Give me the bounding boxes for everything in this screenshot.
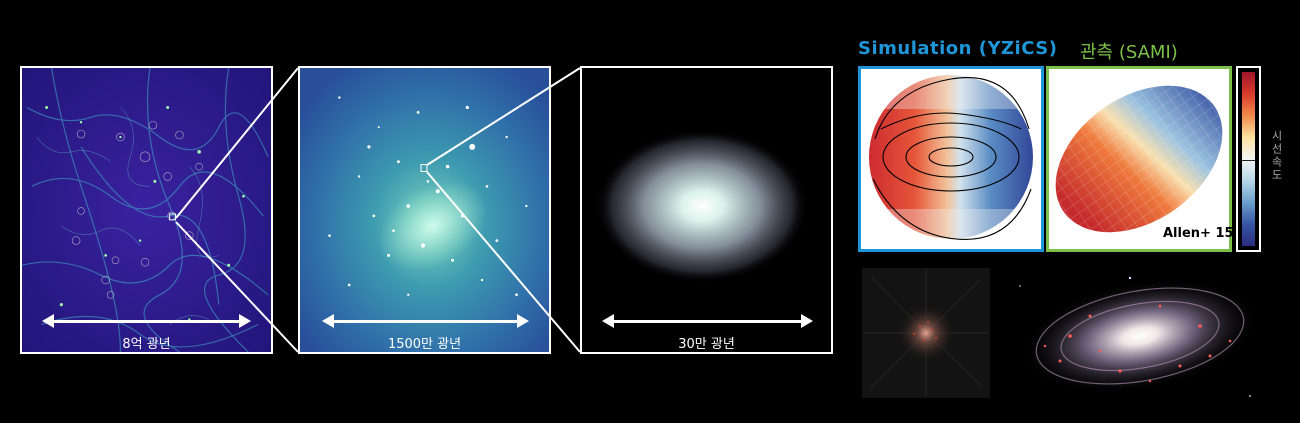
galaxy-panel: 30만 광년 xyxy=(580,66,833,354)
colorbar-gradient xyxy=(1242,72,1255,246)
scale-label-1: 8억 광년 xyxy=(122,337,171,352)
scale-bar-1: 8억 광년 xyxy=(22,314,271,352)
observed-galaxy-thumbnail xyxy=(1000,266,1265,416)
observed-galaxy-image xyxy=(1000,266,1265,416)
arrow-right-icon xyxy=(517,314,529,328)
cluster-panel: 1500만 광년 xyxy=(298,66,551,354)
scale-label-2: 1500만 광년 xyxy=(387,337,462,352)
arrow-right-icon xyxy=(801,314,813,328)
arrow-left-icon xyxy=(322,314,334,328)
simulated-galaxy-image xyxy=(862,268,990,398)
galaxy-image xyxy=(582,68,831,352)
scale-bar-2: 1500만 광년 xyxy=(300,314,549,352)
arrow-left-icon xyxy=(602,314,614,328)
observation-velocity-map xyxy=(1046,66,1232,252)
simulation-map-image xyxy=(861,69,1041,249)
simulated-galaxy-thumbnail xyxy=(862,268,990,398)
cosmic-web-panel: 8억 광년 xyxy=(20,66,273,354)
observation-title: 관측 (SAMI) xyxy=(1080,42,1178,63)
arrow-right-icon xyxy=(239,314,251,328)
scale-line xyxy=(332,320,519,323)
arrow-left-icon xyxy=(42,314,54,328)
observation-map-image xyxy=(1049,69,1229,249)
cluster-image xyxy=(300,68,549,352)
scale-label-3: 30만 광년 xyxy=(678,337,735,352)
simulation-title: Simulation (YZiCS) xyxy=(858,38,1058,59)
colorbar-label: 시선속도 xyxy=(1270,130,1283,182)
scale-line xyxy=(612,320,803,323)
colorbar-zero-tick xyxy=(1242,160,1255,161)
citation-label: Allen+ 15 xyxy=(1163,226,1234,241)
velocity-colorbar xyxy=(1236,66,1261,252)
scale-bar-3: 30만 광년 xyxy=(582,314,831,352)
cosmic-web-image xyxy=(22,68,271,352)
scale-line xyxy=(52,320,241,323)
simulation-velocity-map xyxy=(858,66,1044,252)
